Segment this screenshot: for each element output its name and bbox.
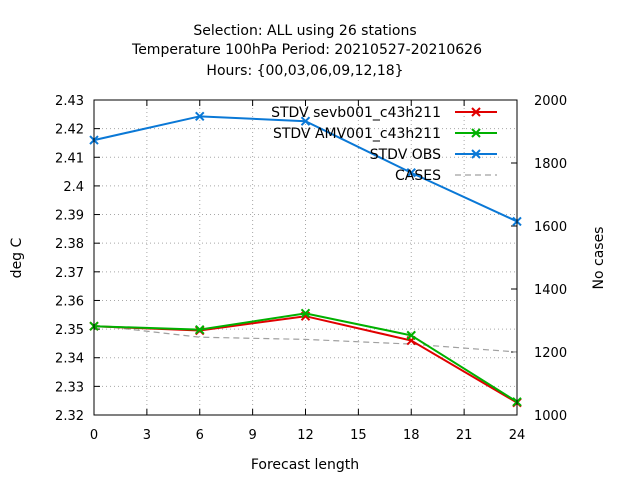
plot-frame bbox=[93, 99, 518, 416]
x-tick-label: 15 bbox=[350, 428, 367, 443]
y-tick-label: 2.42 bbox=[55, 123, 84, 138]
series-line bbox=[93, 324, 518, 353]
legend-entry-3: CASES bbox=[395, 168, 497, 184]
data-point bbox=[195, 324, 205, 335]
x-tick-label: 0 bbox=[90, 428, 98, 443]
legend-marker bbox=[471, 107, 481, 117]
data-point bbox=[406, 168, 416, 178]
x-axis-label: Forecast length bbox=[251, 457, 359, 473]
y2-tick-label: 1600 bbox=[534, 220, 567, 235]
title-line-1: Selection: ALL using 26 stations bbox=[193, 23, 416, 39]
legend-marker bbox=[471, 128, 481, 138]
legend-marker bbox=[471, 149, 481, 159]
y-tick-label: 2.33 bbox=[55, 380, 84, 395]
y-tick-label: 2.34 bbox=[55, 352, 84, 367]
y2-tick-label: 1200 bbox=[534, 346, 567, 361]
legend-label: CASES bbox=[395, 168, 441, 184]
data-point bbox=[300, 308, 311, 319]
data-point bbox=[300, 116, 311, 126]
y-tick-label: 2.39 bbox=[55, 209, 84, 224]
x-tick-label: 18 bbox=[403, 428, 420, 443]
legend-entry-1: STDV AMV001_c43h211 bbox=[273, 126, 497, 142]
y-tick-label: 2.32 bbox=[55, 409, 84, 424]
title-line-2: Temperature 100hPa Period: 20210527-2021… bbox=[131, 42, 482, 58]
y-tick-label: 2.41 bbox=[55, 151, 84, 166]
series-2 bbox=[89, 111, 522, 227]
data-point bbox=[406, 330, 416, 341]
grid bbox=[94, 100, 517, 415]
y-tick-label: 2.35 bbox=[55, 323, 84, 338]
y-tick-label: 2.36 bbox=[55, 294, 84, 309]
x-tick-label: 21 bbox=[456, 428, 473, 443]
y2-axis-label: No cases bbox=[591, 227, 607, 290]
y-tick-label: 2.37 bbox=[55, 266, 84, 281]
y-tick-label: 2.43 bbox=[55, 94, 84, 109]
legend-label: STDV OBS bbox=[370, 147, 441, 163]
legend-entry-2: STDV OBS bbox=[370, 147, 497, 163]
data-point bbox=[195, 111, 205, 122]
legend-entry-0: STDV sevb001_c43h211 bbox=[271, 105, 497, 121]
y-tick-label: 2.38 bbox=[55, 237, 84, 252]
legend-label: STDV AMV001_c43h211 bbox=[273, 126, 441, 142]
y2-tick-label: 1000 bbox=[534, 409, 567, 424]
x-tick-label: 9 bbox=[248, 428, 256, 443]
legend: STDV sevb001_c43h211 STDV AMV001_c43h211 S… bbox=[271, 105, 497, 184]
legend-label: STDV sevb001_c43h211 bbox=[271, 105, 441, 121]
y2-tick-label: 1400 bbox=[534, 283, 567, 298]
y2-tick-label: 2000 bbox=[534, 94, 567, 109]
x-tick-label: 12 bbox=[297, 428, 314, 443]
y-axis-label: deg C bbox=[9, 237, 25, 278]
y-tick-label: 2.4 bbox=[63, 180, 84, 195]
x-tick-label: 3 bbox=[143, 428, 151, 443]
y2-tick-label: 1800 bbox=[534, 157, 567, 172]
series-3 bbox=[93, 324, 518, 353]
title-line-3: Hours: {00,03,06,09,12,18} bbox=[206, 63, 403, 79]
chart-title: Selection: ALL using 26 stations Tempera… bbox=[131, 23, 482, 79]
series-layer bbox=[89, 111, 522, 408]
ticks: 0 3 6 9 12 15 18 21 24 2.32 2.33 2.34 2.35 2.36 2.37 2.… bbox=[55, 94, 567, 443]
x-tick-label: 6 bbox=[196, 428, 204, 443]
x-tick-label: 24 bbox=[509, 428, 526, 443]
